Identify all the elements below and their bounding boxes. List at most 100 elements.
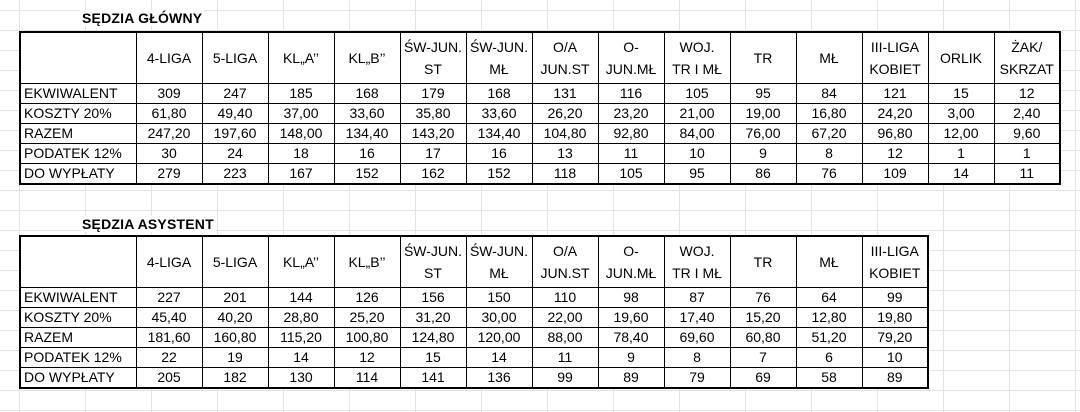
value-cell[interactable]: 76,00 bbox=[729, 123, 797, 144]
value-cell[interactable]: 136 bbox=[465, 367, 533, 389]
value-cell[interactable]: 141 bbox=[399, 367, 467, 389]
row-label-cell[interactable]: EKWIWALENT bbox=[19, 287, 137, 308]
value-cell[interactable]: 12 bbox=[993, 83, 1061, 104]
value-cell[interactable]: 134,40 bbox=[465, 123, 533, 144]
value-cell[interactable]: 11 bbox=[531, 347, 599, 368]
row-label-cell[interactable]: DO WYPŁATY bbox=[19, 163, 137, 185]
value-cell[interactable]: 84,00 bbox=[663, 123, 731, 144]
value-cell[interactable]: 9,60 bbox=[993, 123, 1061, 144]
value-cell[interactable]: 22 bbox=[135, 347, 203, 368]
value-cell[interactable]: 152 bbox=[333, 163, 401, 185]
value-cell[interactable]: 120,00 bbox=[465, 327, 533, 348]
value-cell[interactable]: 86 bbox=[729, 163, 797, 185]
column-header-cell[interactable]: III-LIGA KOBIET bbox=[861, 31, 929, 84]
value-cell[interactable]: 58 bbox=[795, 367, 863, 389]
value-cell[interactable]: 7 bbox=[729, 347, 797, 368]
value-cell[interactable]: 118 bbox=[531, 163, 599, 185]
value-cell[interactable]: 309 bbox=[135, 83, 203, 104]
value-cell[interactable]: 115,20 bbox=[267, 327, 335, 348]
value-cell[interactable]: 99 bbox=[531, 367, 599, 389]
value-cell[interactable]: 197,60 bbox=[201, 123, 269, 144]
value-cell[interactable]: 143,20 bbox=[399, 123, 467, 144]
value-cell[interactable]: 95 bbox=[663, 163, 731, 185]
column-header-cell[interactable]: KL„A’’ bbox=[267, 31, 335, 84]
value-cell[interactable]: 279 bbox=[135, 163, 203, 185]
value-cell[interactable]: 15,20 bbox=[729, 307, 797, 328]
column-header-cell[interactable]: O/A JUN.ST bbox=[531, 31, 599, 84]
column-header-cell[interactable]: 5-LIGA bbox=[201, 235, 269, 288]
value-cell[interactable]: 19,00 bbox=[729, 103, 797, 124]
value-cell[interactable]: 14 bbox=[927, 163, 995, 185]
value-cell[interactable]: 116 bbox=[597, 83, 665, 104]
value-cell[interactable]: 114 bbox=[333, 367, 401, 389]
row-label-cell[interactable]: EKWIWALENT bbox=[19, 83, 137, 104]
value-cell[interactable]: 96,80 bbox=[861, 123, 929, 144]
value-cell[interactable]: 9 bbox=[597, 347, 665, 368]
column-header-cell[interactable]: ŚW-JUN. ST bbox=[399, 235, 467, 288]
value-cell[interactable]: 121 bbox=[861, 83, 929, 104]
value-cell[interactable]: 105 bbox=[597, 163, 665, 185]
column-header-cell[interactable]: KL„A’’ bbox=[267, 235, 335, 288]
column-header-cell[interactable]: 5-LIGA bbox=[201, 31, 269, 84]
value-cell[interactable]: 14 bbox=[465, 347, 533, 368]
value-cell[interactable]: 22,00 bbox=[531, 307, 599, 328]
value-cell[interactable]: 9 bbox=[729, 143, 797, 164]
value-cell[interactable]: 14 bbox=[267, 347, 335, 368]
value-cell[interactable]: 8 bbox=[663, 347, 731, 368]
value-cell[interactable]: 99 bbox=[861, 287, 929, 308]
value-cell[interactable]: 205 bbox=[135, 367, 203, 389]
value-cell[interactable]: 1 bbox=[993, 143, 1061, 164]
value-cell[interactable]: 167 bbox=[267, 163, 335, 185]
value-cell[interactable]: 181,60 bbox=[135, 327, 203, 348]
value-cell[interactable]: 76 bbox=[795, 163, 863, 185]
column-header-cell[interactable]: WOJ. TR I MŁ bbox=[663, 235, 731, 288]
value-cell[interactable]: 23,20 bbox=[597, 103, 665, 124]
value-cell[interactable]: 15 bbox=[399, 347, 467, 368]
column-header-cell[interactable]: MŁ bbox=[795, 235, 863, 288]
value-cell[interactable]: 6 bbox=[795, 347, 863, 368]
row-label-cell[interactable]: RAZEM bbox=[19, 327, 137, 348]
row-label-cell[interactable]: PODATEK 12% bbox=[19, 143, 137, 164]
value-cell[interactable]: 45,40 bbox=[135, 307, 203, 328]
value-cell[interactable]: 69 bbox=[729, 367, 797, 389]
value-cell[interactable]: 124,80 bbox=[399, 327, 467, 348]
value-cell[interactable]: 10 bbox=[861, 347, 929, 368]
column-header-cell[interactable]: TR bbox=[729, 235, 797, 288]
value-cell[interactable]: 223 bbox=[201, 163, 269, 185]
value-cell[interactable]: 12,00 bbox=[927, 123, 995, 144]
value-cell[interactable]: 15 bbox=[927, 83, 995, 104]
value-cell[interactable]: 17,40 bbox=[663, 307, 731, 328]
value-cell[interactable]: 76 bbox=[729, 287, 797, 308]
value-cell[interactable]: 148,00 bbox=[267, 123, 335, 144]
value-cell[interactable]: 227 bbox=[135, 287, 203, 308]
column-header-cell[interactable]: ŻAK/SKRZAT bbox=[993, 31, 1061, 84]
value-cell[interactable]: 104,80 bbox=[531, 123, 599, 144]
value-cell[interactable]: 168 bbox=[465, 83, 533, 104]
value-cell[interactable]: 98 bbox=[597, 287, 665, 308]
value-cell[interactable]: 49,40 bbox=[201, 103, 269, 124]
row-label-cell[interactable]: KOSZTY 20% bbox=[19, 307, 137, 328]
column-header-cell[interactable]: ŚW-JUN. MŁ bbox=[465, 31, 533, 84]
value-cell[interactable]: 156 bbox=[399, 287, 467, 308]
value-cell[interactable]: 60,80 bbox=[729, 327, 797, 348]
value-cell[interactable]: 19,80 bbox=[861, 307, 929, 328]
value-cell[interactable]: 17 bbox=[399, 143, 467, 164]
value-cell[interactable]: 25,20 bbox=[333, 307, 401, 328]
column-header-cell[interactable]: 4-LIGA bbox=[135, 235, 203, 288]
value-cell[interactable]: 152 bbox=[465, 163, 533, 185]
value-cell[interactable]: 24,20 bbox=[861, 103, 929, 124]
value-cell[interactable]: 109 bbox=[861, 163, 929, 185]
row-label-cell[interactable]: RAZEM bbox=[19, 123, 137, 144]
value-cell[interactable]: 13 bbox=[531, 143, 599, 164]
column-header-cell[interactable]: ŚW-JUN. ST bbox=[399, 31, 467, 84]
value-cell[interactable]: 33,60 bbox=[333, 103, 401, 124]
value-cell[interactable]: 10 bbox=[663, 143, 731, 164]
value-cell[interactable]: 79 bbox=[663, 367, 731, 389]
value-cell[interactable]: 3,00 bbox=[927, 103, 995, 124]
value-cell[interactable]: 89 bbox=[861, 367, 929, 389]
value-cell[interactable]: 79,20 bbox=[861, 327, 929, 348]
value-cell[interactable]: 33,60 bbox=[465, 103, 533, 124]
row-label-cell[interactable]: KOSZTY 20% bbox=[19, 103, 137, 124]
column-header-cell[interactable]: TR bbox=[729, 31, 797, 84]
value-cell[interactable]: 110 bbox=[531, 287, 599, 308]
